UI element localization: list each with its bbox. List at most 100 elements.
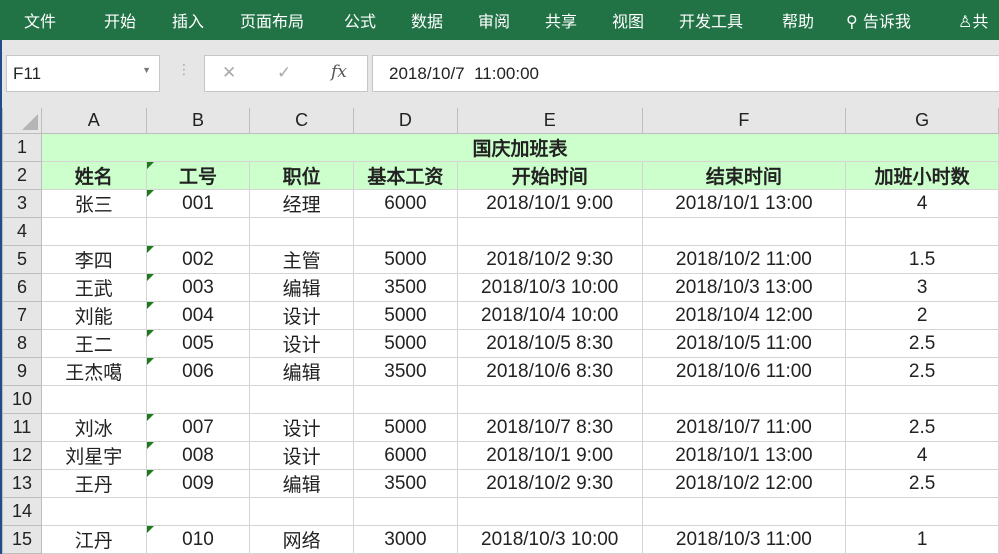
cell[interactable]: 设计 (249, 413, 354, 442)
cell[interactable] (145, 497, 251, 526)
column-header[interactable]: B (145, 108, 251, 134)
cell[interactable]: 1 (845, 525, 999, 554)
cell[interactable]: 2018/10/2 11:00 (641, 245, 847, 274)
header-cell[interactable]: 开始时间 (456, 161, 643, 190)
title-cell[interactable]: 国庆加班表 (40, 133, 999, 162)
cell[interactable]: 3500 (352, 469, 458, 498)
cancel-icon[interactable]: ✕ (222, 63, 237, 82)
cell[interactable]: 江丹 (40, 525, 147, 554)
cell[interactable] (456, 217, 643, 246)
ribbon-tab[interactable]: 视图 (612, 12, 645, 31)
name-box[interactable]: F11 ▼ (6, 55, 160, 92)
cell[interactable]: 4 (845, 441, 999, 470)
cell[interactable]: 5000 (352, 329, 458, 358)
cell[interactable]: 李四 (40, 245, 147, 274)
cell[interactable]: 2018/10/6 11:00 (641, 357, 847, 386)
cell[interactable] (40, 217, 147, 246)
dropdown-icon[interactable]: ▼ (142, 65, 151, 75)
tell-me-button[interactable]: ⚲ 告诉我 (846, 8, 911, 32)
row-header[interactable]: 14 (2, 497, 42, 526)
row-header[interactable]: 9 (2, 357, 42, 386)
cell[interactable]: 3500 (352, 357, 458, 386)
row-header[interactable]: 13 (2, 469, 42, 498)
row-header[interactable]: 7 (2, 301, 42, 330)
cell[interactable]: 刘能 (40, 301, 147, 330)
cell[interactable] (456, 497, 643, 526)
cell[interactable]: 2018/10/2 9:30 (456, 245, 643, 274)
cell[interactable]: 2.5 (845, 329, 999, 358)
ribbon-tab[interactable]: 页面布局 (240, 12, 305, 31)
cell[interactable]: 2018/10/3 13:00 (641, 273, 847, 302)
ribbon-tab[interactable]: 公式 (344, 12, 377, 31)
cell[interactable] (352, 385, 458, 414)
cell[interactable]: 2018/10/1 13:00 (641, 189, 847, 218)
select-all-corner[interactable] (2, 108, 42, 134)
row-header[interactable]: 8 (2, 329, 42, 358)
cell[interactable]: 2018/10/2 9:30 (456, 469, 643, 498)
header-cell[interactable]: 职位 (249, 161, 354, 190)
cell[interactable]: 经理 (249, 189, 354, 218)
ribbon-tab[interactable]: 审阅 (478, 12, 511, 31)
header-cell[interactable]: 基本工资 (352, 161, 458, 190)
cell[interactable] (352, 217, 458, 246)
cell[interactable]: 006 (145, 357, 251, 386)
share-button[interactable]: ♙共 (958, 8, 988, 32)
ribbon-tab[interactable]: 帮助 (782, 12, 815, 31)
cell[interactable]: 2018/10/6 8:30 (456, 357, 643, 386)
cell[interactable]: 001 (145, 189, 251, 218)
cell[interactable]: 2018/10/7 8:30 (456, 413, 643, 442)
ribbon-tab[interactable]: 共享 (545, 12, 578, 31)
cell[interactable]: 009 (145, 469, 251, 498)
cell[interactable]: 3500 (352, 273, 458, 302)
cell[interactable]: 2 (845, 301, 999, 330)
cell[interactable]: 2018/10/5 11:00 (641, 329, 847, 358)
cell[interactable] (145, 385, 251, 414)
header-cell[interactable]: 加班小时数 (845, 161, 999, 190)
cell[interactable]: 004 (145, 301, 251, 330)
cell[interactable]: 2018/10/1 9:00 (456, 189, 643, 218)
row-header[interactable]: 5 (2, 245, 42, 274)
cell[interactable] (145, 217, 251, 246)
drag-handle-icon[interactable]: ⋮ (177, 62, 191, 78)
cell[interactable]: 王二 (40, 329, 147, 358)
fx-icon[interactable]: fx (331, 62, 347, 82)
cell[interactable]: 刘冰 (40, 413, 147, 442)
cell[interactable] (845, 385, 999, 414)
cell[interactable]: 5000 (352, 245, 458, 274)
cell[interactable]: 3000 (352, 525, 458, 554)
formula-input[interactable]: 2018/10/7 11:00:00 (372, 55, 999, 92)
cell[interactable]: 设计 (249, 301, 354, 330)
header-cell[interactable]: 姓名 (40, 161, 147, 190)
row-header[interactable]: 1 (2, 133, 42, 162)
cell[interactable] (249, 497, 354, 526)
cell[interactable]: 主管 (249, 245, 354, 274)
cell[interactable]: 5000 (352, 413, 458, 442)
cell[interactable]: 1.5 (845, 245, 999, 274)
column-header[interactable]: A (40, 108, 147, 134)
cell[interactable]: 2018/10/2 12:00 (641, 469, 847, 498)
enter-icon[interactable]: ✓ (277, 63, 292, 82)
cell[interactable]: 005 (145, 329, 251, 358)
row-header[interactable]: 11 (2, 413, 42, 442)
cell[interactable]: 编辑 (249, 273, 354, 302)
cell[interactable]: 2.5 (845, 469, 999, 498)
cell[interactable]: 6000 (352, 441, 458, 470)
cell[interactable] (456, 385, 643, 414)
cell[interactable]: 4 (845, 189, 999, 218)
ribbon-tab[interactable]: 插入 (172, 12, 205, 31)
column-header[interactable]: D (352, 108, 458, 134)
cell[interactable]: 003 (145, 273, 251, 302)
cell[interactable]: 2018/10/7 11:00 (641, 413, 847, 442)
cell[interactable] (641, 497, 847, 526)
cell[interactable] (641, 217, 847, 246)
cell[interactable]: 2.5 (845, 357, 999, 386)
cell[interactable]: 编辑 (249, 469, 354, 498)
cell[interactable]: 王武 (40, 273, 147, 302)
cell[interactable]: 张三 (40, 189, 147, 218)
cell[interactable]: 002 (145, 245, 251, 274)
cell[interactable]: 编辑 (249, 357, 354, 386)
cell[interactable] (641, 385, 847, 414)
cell[interactable]: 3 (845, 273, 999, 302)
cell[interactable]: 007 (145, 413, 251, 442)
cell[interactable] (40, 385, 147, 414)
